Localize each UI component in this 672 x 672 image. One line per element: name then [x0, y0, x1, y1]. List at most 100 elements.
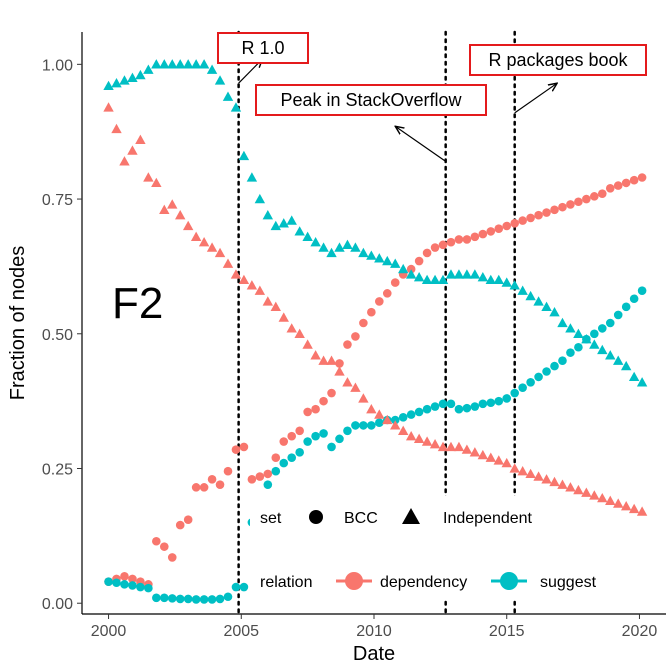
point-bcc-dependency — [390, 278, 400, 287]
point-bcc-suggest — [375, 418, 384, 427]
point-independent-suggest — [581, 333, 592, 344]
data-points — [103, 59, 648, 604]
point-independent-suggest — [557, 317, 568, 328]
point-independent-dependency — [636, 506, 648, 516]
point-independent-suggest — [437, 274, 449, 285]
point-bcc-suggest — [494, 396, 504, 406]
point-independent-dependency — [405, 430, 417, 441]
point-bcc-dependency — [510, 219, 519, 228]
y-tick-label: 0.00 — [42, 596, 73, 613]
point-bcc-dependency — [128, 574, 137, 584]
point-bcc-suggest — [486, 398, 496, 408]
point-independent-dependency — [175, 210, 186, 220]
point-bcc-suggest — [223, 592, 233, 602]
point-independent-suggest — [286, 215, 297, 225]
point-independent-dependency — [111, 123, 122, 134]
point-bcc-suggest — [335, 434, 344, 444]
point-bcc-dependency — [255, 472, 265, 481]
reference-lines — [237, 30, 516, 616]
point-independent-dependency — [119, 156, 130, 166]
point-independent-suggest — [310, 236, 321, 247]
point-independent-dependency — [517, 465, 528, 476]
point-bcc-dependency — [191, 483, 201, 492]
point-bcc-suggest — [303, 437, 312, 446]
point-bcc-suggest — [390, 415, 400, 425]
point-bcc-suggest — [112, 578, 121, 588]
point-independent-dependency — [214, 247, 226, 258]
point-bcc-suggest — [239, 582, 249, 592]
point-bcc-suggest — [191, 595, 201, 604]
x-tick-label: 2015 — [489, 623, 525, 640]
point-independent-suggest — [230, 102, 242, 112]
point-bcc-suggest — [136, 582, 145, 592]
point-bcc-dependency — [327, 388, 336, 398]
point-independent-dependency — [366, 404, 377, 414]
panel-tag: F2 — [112, 279, 163, 328]
point-independent-suggest — [119, 75, 130, 85]
annotation-arrow — [395, 126, 447, 162]
point-bcc-suggest — [295, 448, 304, 457]
point-bcc-dependency — [629, 175, 639, 185]
point-independent-dependency — [127, 145, 138, 155]
point-independent-dependency — [493, 455, 504, 465]
point-bcc-dependency — [574, 197, 583, 207]
point-independent-suggest — [493, 274, 504, 285]
point-independent-dependency — [525, 468, 536, 479]
point-bcc-suggest — [462, 403, 472, 413]
x-tick-label: 2010 — [356, 623, 392, 640]
point-independent-dependency — [485, 452, 496, 462]
point-bcc-dependency — [319, 396, 328, 406]
point-bcc-dependency — [175, 520, 185, 530]
point-bcc-suggest — [446, 399, 456, 409]
legend-dependency-label: dependency — [380, 574, 467, 591]
point-bcc-dependency — [462, 235, 472, 244]
point-bcc-suggest — [518, 383, 527, 392]
annotation-box — [217, 32, 309, 64]
y-tick-label: 1.00 — [42, 57, 73, 74]
point-independent-dependency — [198, 236, 210, 247]
point-independent-suggest — [541, 301, 552, 311]
point-independent-dependency — [334, 366, 345, 376]
point-independent-suggest — [485, 274, 496, 285]
point-independent-dependency — [413, 433, 425, 444]
point-independent-suggest — [525, 290, 536, 301]
point-independent-dependency — [358, 393, 369, 403]
point-independent-suggest — [398, 263, 409, 274]
annotation-label: R packages book — [488, 50, 628, 70]
point-bcc-dependency — [263, 469, 273, 479]
point-independent-dependency — [605, 495, 616, 505]
point-bcc-dependency — [486, 227, 496, 236]
point-bcc-suggest — [263, 480, 273, 489]
point-bcc-dependency — [566, 200, 575, 209]
point-bcc-dependency — [359, 318, 368, 328]
point-bcc-suggest — [144, 583, 153, 593]
point-independent-suggest — [302, 231, 313, 241]
point-bcc-dependency — [183, 515, 193, 524]
y-tick-label: 0.50 — [42, 327, 73, 344]
point-independent-dependency — [342, 377, 353, 387]
point-independent-suggest — [605, 350, 616, 360]
point-bcc-dependency — [279, 437, 289, 446]
point-independent-suggest — [334, 242, 345, 252]
point-independent-dependency — [597, 492, 608, 503]
point-bcc-suggest — [470, 402, 480, 411]
annotation-box — [469, 44, 647, 76]
legend: set BCC Independent relation dependency … — [250, 496, 597, 600]
point-bcc-dependency — [454, 235, 464, 244]
x-tick-label: 2020 — [622, 623, 658, 640]
point-independent-suggest — [565, 323, 576, 333]
point-independent-suggest — [405, 269, 417, 279]
point-bcc-dependency — [343, 340, 352, 349]
point-independent-suggest — [342, 239, 353, 250]
point-independent-suggest — [190, 59, 202, 69]
point-bcc-suggest — [510, 388, 519, 398]
point-independent-dependency — [437, 441, 449, 452]
point-independent-dependency — [628, 503, 640, 514]
point-independent-dependency — [557, 479, 568, 489]
point-independent-suggest — [589, 339, 600, 349]
point-independent-dependency — [167, 199, 178, 209]
x-axis-title: Date — [353, 643, 395, 665]
point-independent-suggest — [198, 59, 210, 69]
x-tick-label: 2005 — [223, 623, 259, 640]
point-independent-dependency — [461, 444, 473, 454]
